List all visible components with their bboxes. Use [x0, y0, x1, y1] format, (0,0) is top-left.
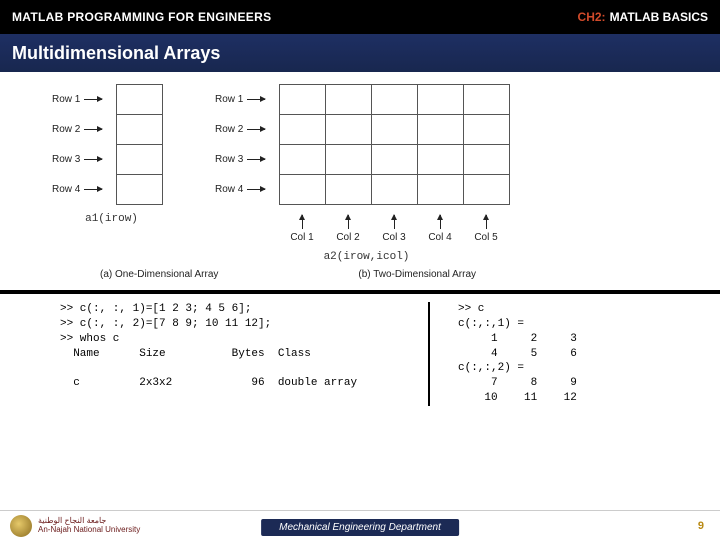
university-text: جامعة النجاح الوطنية An-Najah National U…	[38, 517, 140, 535]
chapter-title: MATLAB BASICS	[610, 10, 708, 24]
row-label: Row 4	[52, 174, 102, 204]
col-label: Col 2	[325, 215, 371, 243]
section-title-bar: Multidimensional Arrays	[0, 34, 720, 72]
chapter-label: CH2: MATLAB BASICS	[578, 10, 708, 24]
code-right-lines: >> c c(:,:,1) = 1 2 3 4 5 6 c(:,:,2) = 7…	[458, 302, 690, 406]
section-title: Multidimensional Arrays	[12, 43, 220, 64]
code-line: >> c(:, :, 2)=[7 8 9; 10 11 12];	[60, 317, 418, 332]
row-label: Row 1	[215, 84, 265, 114]
code-line: >> whos c	[60, 332, 418, 347]
row-labels-2d: Row 1Row 2Row 3Row 4	[215, 84, 265, 204]
col-label: Col 5	[463, 215, 509, 243]
content: Row 1Row 2Row 3Row 4 a1(irow) Row 1Row 2…	[0, 72, 720, 406]
department-label: Mechanical Engineering Department	[261, 519, 459, 536]
code-left-lines: >> c(:, :, 1)=[1 2 3; 4 5 6];>> c(:, :, …	[60, 302, 418, 347]
row-label: Row 3	[52, 144, 102, 174]
whos-row: c 2x3x2 96 double array	[60, 376, 418, 391]
row-label: Row 1	[52, 84, 102, 114]
row-label: Row 4	[215, 174, 265, 204]
whos-header: Name Size Bytes Class	[60, 347, 418, 362]
row-labels-1d: Row 1Row 2Row 3Row 4	[52, 84, 102, 204]
row-label: Row 2	[215, 114, 265, 144]
row-label: Row 3	[215, 144, 265, 174]
course-name: MATLAB PROGRAMMING FOR ENGINEERS	[12, 10, 271, 24]
code-left: >> c(:, :, 1)=[1 2 3; 4 5 6];>> c(:, :, …	[60, 302, 430, 406]
col-label: Col 4	[417, 215, 463, 243]
code-wrap: >> c(:, :, 1)=[1 2 3; 4 5 6];>> c(:, :, …	[60, 302, 720, 406]
caption-2d: (b) Two-Dimensional Array	[358, 269, 476, 280]
col-label: Col 3	[371, 215, 417, 243]
caption-row: (a) One-Dimensional Array (b) Two-Dimens…	[60, 269, 690, 280]
cells-2d	[279, 84, 510, 205]
footer: جامعة النجاح الوطنية An-Najah National U…	[0, 510, 720, 540]
code-right: >> c c(:,:,1) = 1 2 3 4 5 6 c(:,:,2) = 7…	[430, 302, 690, 406]
code-line: >> c(:, :, 1)=[1 2 3; 4 5 6];	[60, 302, 418, 317]
top-bar: MATLAB PROGRAMMING FOR ENGINEERS CH2: MAT…	[0, 0, 720, 34]
caption-1d: (a) One-Dimensional Array	[100, 269, 218, 280]
arrays-wrap: Row 1Row 2Row 3Row 4 a1(irow) Row 1Row 2…	[60, 84, 690, 263]
array-2d: Row 1Row 2Row 3Row 4 Col 1Col 2Col 3Col …	[223, 84, 510, 263]
varname-2d: a2(irow,icol)	[223, 251, 510, 263]
grid-2d: Row 1Row 2Row 3Row 4 Col 1Col 2Col 3Col …	[279, 84, 510, 243]
cells-1d	[116, 84, 163, 205]
page-number: 9	[698, 520, 704, 532]
grid-1d: Row 1Row 2Row 3Row 4	[116, 84, 163, 205]
varname-1d: a1(irow)	[60, 213, 163, 225]
array-1d: Row 1Row 2Row 3Row 4 a1(irow)	[60, 84, 163, 225]
university-logo-icon	[10, 515, 32, 537]
row-label: Row 2	[52, 114, 102, 144]
divider	[0, 290, 720, 294]
university-english: An-Najah National University	[38, 526, 140, 535]
chapter-tag: CH2:	[578, 10, 606, 24]
col-labels-2d: Col 1Col 2Col 3Col 4Col 5	[279, 215, 510, 243]
col-label: Col 1	[279, 215, 325, 243]
